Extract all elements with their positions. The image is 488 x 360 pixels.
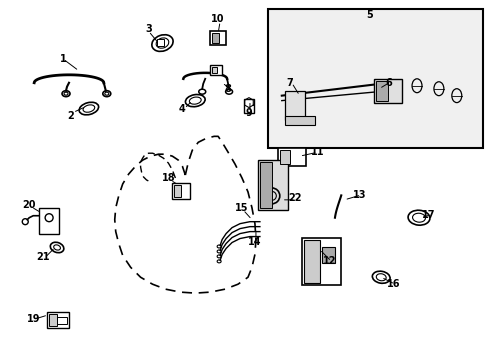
Bar bbox=[172, 183, 190, 199]
Text: 17: 17 bbox=[421, 210, 435, 220]
Text: 22: 22 bbox=[287, 193, 301, 203]
Text: 16: 16 bbox=[386, 279, 400, 289]
Bar bbox=[277, 148, 305, 166]
Bar bbox=[57, 317, 67, 324]
Bar bbox=[279, 150, 289, 164]
Text: 7: 7 bbox=[286, 78, 292, 88]
Text: 13: 13 bbox=[352, 190, 366, 200]
Bar bbox=[375, 81, 387, 100]
Bar bbox=[39, 208, 59, 234]
Bar bbox=[321, 247, 335, 264]
Text: 19: 19 bbox=[26, 314, 40, 324]
Text: 9: 9 bbox=[245, 108, 252, 117]
Text: 14: 14 bbox=[248, 237, 261, 247]
Bar bbox=[303, 239, 319, 283]
Bar bbox=[257, 160, 287, 210]
Text: 6: 6 bbox=[385, 78, 392, 88]
Text: 11: 11 bbox=[310, 147, 324, 157]
Text: 8: 8 bbox=[224, 84, 231, 94]
Bar bbox=[373, 79, 401, 103]
Bar bbox=[210, 31, 225, 45]
Text: 5: 5 bbox=[365, 10, 372, 20]
Bar bbox=[174, 185, 181, 197]
Bar bbox=[212, 67, 217, 73]
Bar bbox=[284, 91, 304, 121]
Text: 21: 21 bbox=[36, 252, 50, 262]
Text: 10: 10 bbox=[211, 14, 224, 24]
Bar bbox=[212, 33, 219, 43]
Bar bbox=[244, 99, 253, 113]
Bar bbox=[156, 39, 164, 46]
Text: 4: 4 bbox=[179, 104, 185, 113]
Text: 1: 1 bbox=[60, 54, 66, 64]
Text: 12: 12 bbox=[322, 256, 336, 266]
Bar bbox=[267, 9, 482, 148]
Text: 3: 3 bbox=[145, 24, 152, 34]
Text: 20: 20 bbox=[22, 200, 36, 210]
Bar bbox=[284, 116, 314, 125]
Text: 18: 18 bbox=[162, 173, 175, 183]
Bar bbox=[210, 65, 222, 75]
Text: 2: 2 bbox=[67, 111, 74, 121]
Bar bbox=[301, 238, 341, 285]
Bar bbox=[49, 314, 57, 326]
Bar bbox=[260, 162, 271, 208]
Bar bbox=[47, 312, 69, 328]
Text: 15: 15 bbox=[235, 203, 248, 213]
